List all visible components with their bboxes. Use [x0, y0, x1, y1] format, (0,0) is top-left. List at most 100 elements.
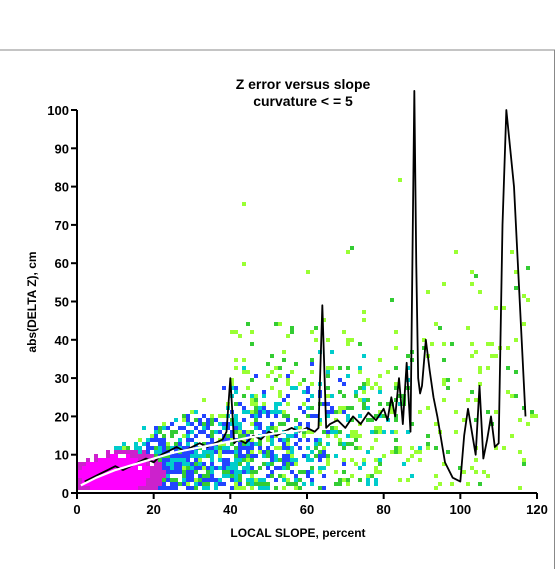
- density-cell: [254, 470, 258, 474]
- density-cell: [526, 422, 530, 426]
- density-cell: [322, 450, 326, 454]
- density-cell: [102, 458, 106, 462]
- density-cell: [162, 482, 166, 486]
- density-cell: [310, 430, 314, 434]
- density-cell: [126, 482, 130, 486]
- density-cell: [318, 458, 322, 462]
- density-cell: [122, 470, 126, 474]
- density-cell: [182, 474, 186, 478]
- density-cell: [342, 462, 346, 466]
- density-cell: [258, 442, 262, 446]
- density-cell: [350, 418, 354, 422]
- density-cell: [350, 338, 354, 342]
- density-cell: [206, 454, 210, 458]
- density-cell: [522, 406, 526, 410]
- density-cell: [358, 466, 362, 470]
- density-cell: [338, 378, 342, 382]
- density-cell: [146, 478, 150, 482]
- density-cell: [278, 438, 282, 442]
- density-cell: [174, 466, 178, 470]
- density-cell: [114, 466, 118, 470]
- density-cell: [130, 458, 134, 462]
- density-cell: [446, 386, 450, 390]
- density-cell: [126, 470, 130, 474]
- density-cell: [134, 470, 138, 474]
- density-cell: [518, 450, 522, 454]
- density-cell: [186, 434, 190, 438]
- density-cell: [282, 478, 286, 482]
- density-cell: [334, 434, 338, 438]
- density-cell: [306, 446, 310, 450]
- density-cell: [86, 482, 90, 486]
- density-cell: [202, 450, 206, 454]
- density-cell: [250, 430, 254, 434]
- density-cell: [226, 466, 230, 470]
- density-cell: [250, 478, 254, 482]
- density-cell: [354, 434, 358, 438]
- density-cell: [234, 426, 238, 430]
- density-cell: [202, 466, 206, 470]
- density-cell: [186, 474, 190, 478]
- density-cell: [322, 474, 326, 478]
- density-cell: [222, 414, 226, 418]
- density-cell: [122, 458, 126, 462]
- density-cell: [310, 406, 314, 410]
- density-cell: [114, 462, 118, 466]
- density-cell: [450, 482, 454, 486]
- density-cell: [418, 450, 422, 454]
- density-cell: [418, 458, 422, 462]
- density-cell: [506, 390, 510, 394]
- density-cell: [394, 450, 398, 454]
- density-cell: [222, 458, 226, 462]
- density-cell: [258, 486, 262, 490]
- density-cell: [310, 394, 314, 398]
- density-cell: [278, 466, 282, 470]
- density-cell: [234, 422, 238, 426]
- density-cell: [406, 366, 410, 370]
- density-cell: [274, 446, 278, 450]
- density-cell: [154, 446, 158, 450]
- density-cell: [150, 474, 154, 478]
- density-cell: [318, 422, 322, 426]
- density-cell: [366, 378, 370, 382]
- density-cell: [358, 446, 362, 450]
- density-cell: [282, 486, 286, 490]
- density-cell: [350, 458, 354, 462]
- density-cell: [250, 458, 254, 462]
- density-cell: [278, 446, 282, 450]
- density-cell: [338, 438, 342, 442]
- density-cell: [174, 418, 178, 422]
- density-cell: [254, 422, 258, 426]
- y-tick-label: 70: [55, 218, 69, 233]
- density-cell: [382, 414, 386, 418]
- density-cell: [242, 262, 246, 266]
- density-cell: [150, 438, 154, 442]
- density-cell: [166, 446, 170, 450]
- density-cell: [286, 374, 290, 378]
- density-cell: [166, 474, 170, 478]
- density-cell: [210, 422, 214, 426]
- density-cell: [222, 482, 226, 486]
- density-cell: [130, 470, 134, 474]
- density-cell: [478, 290, 482, 294]
- density-cell: [158, 474, 162, 478]
- density-cell: [238, 474, 242, 478]
- density-cell: [234, 466, 238, 470]
- density-cell: [398, 402, 402, 406]
- density-cell: [522, 294, 526, 298]
- density-cell: [286, 378, 290, 382]
- density-cell: [210, 466, 214, 470]
- density-cell: [286, 462, 290, 466]
- density-cell: [142, 466, 146, 470]
- density-cell: [278, 390, 282, 394]
- density-cell: [274, 414, 278, 418]
- density-cell: [182, 466, 186, 470]
- density-cell: [178, 482, 182, 486]
- density-cell: [94, 478, 98, 482]
- density-cell: [394, 330, 398, 334]
- density-cell: [366, 482, 370, 486]
- y-tick-label: 10: [55, 448, 69, 463]
- density-cell: [286, 418, 290, 422]
- density-cell: [346, 342, 350, 346]
- density-cell: [206, 478, 210, 482]
